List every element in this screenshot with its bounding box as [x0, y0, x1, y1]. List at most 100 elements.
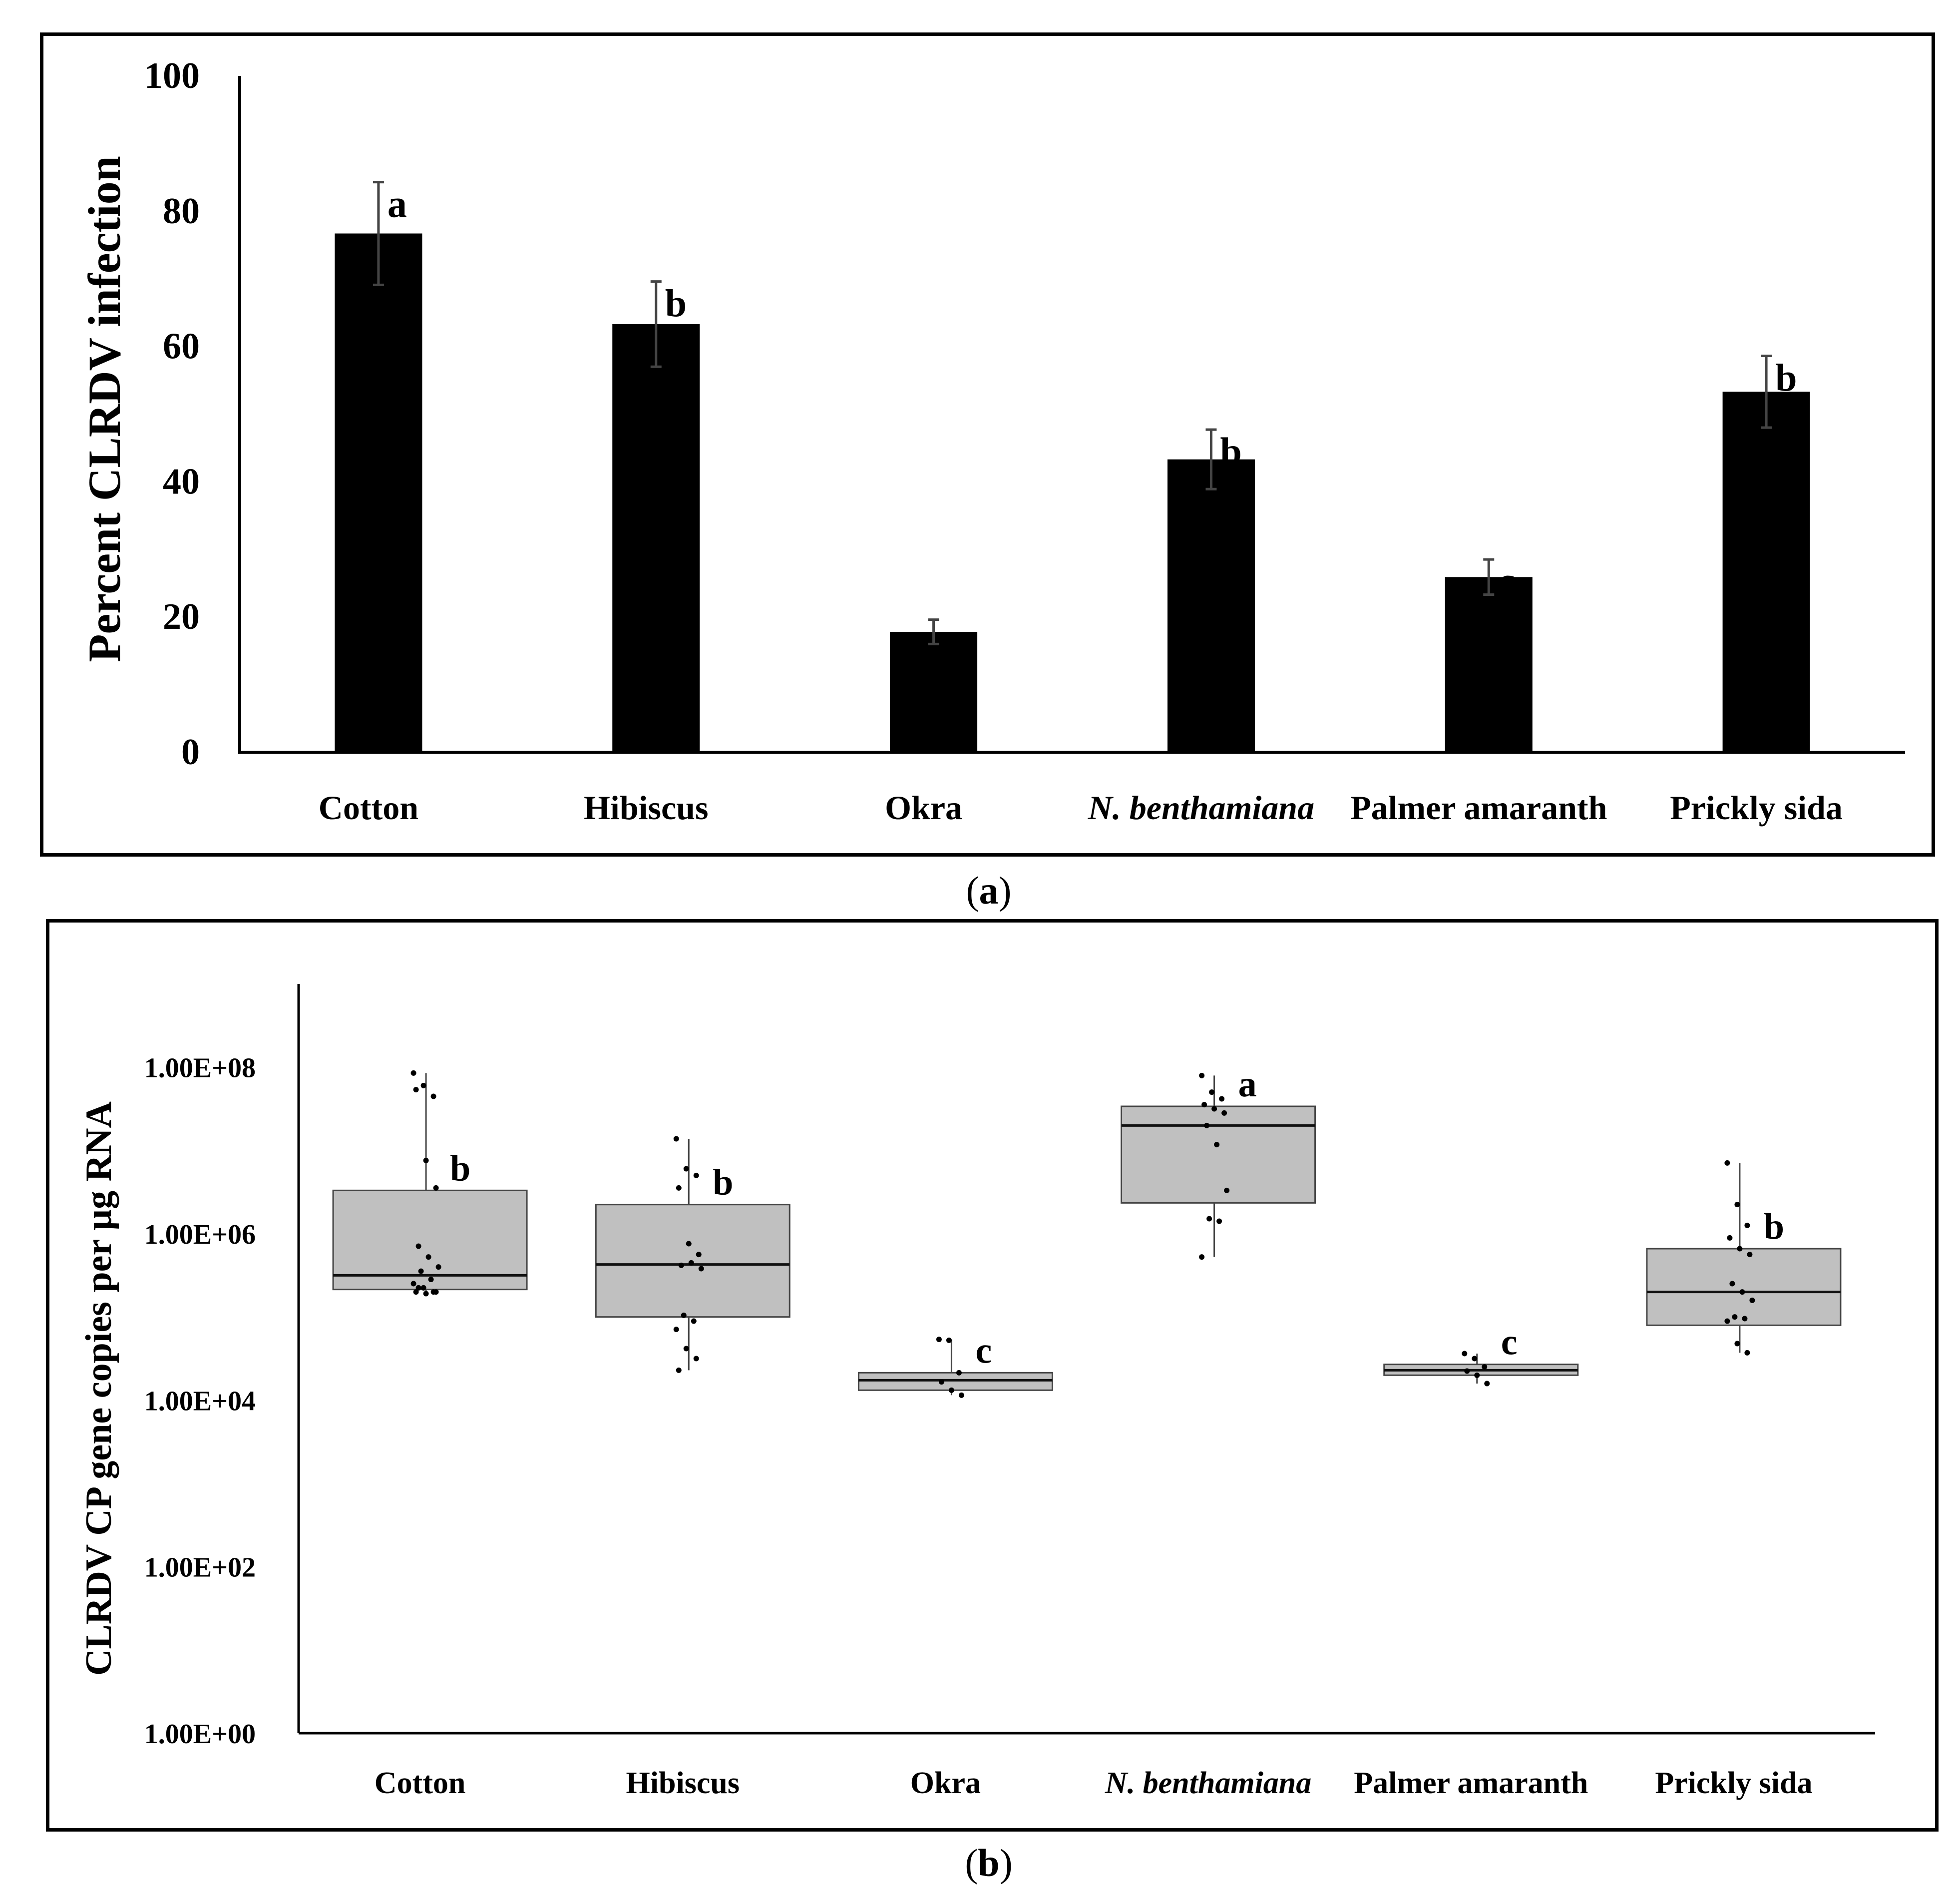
data-point-n-benthamiana	[1201, 1102, 1207, 1108]
chart-b-significance-letters: b b c a c b	[450, 1064, 1784, 1371]
data-point-okra	[946, 1337, 952, 1343]
significance-letter-cotton: b	[450, 1148, 470, 1189]
data-point-hibiscus	[673, 1136, 679, 1142]
data-point-prickly-sida	[1732, 1314, 1738, 1320]
significance-letter-hibiscus: b	[665, 282, 687, 325]
bar-palmer-amaranth	[1445, 577, 1533, 752]
data-point-hibiscus	[688, 1260, 694, 1266]
data-point-cotton	[430, 1093, 436, 1099]
data-point-hibiscus	[681, 1312, 687, 1318]
box-cotton	[332, 1189, 528, 1291]
box-n-benthamiana	[1121, 1105, 1316, 1204]
data-point-cotton	[423, 1291, 429, 1297]
x-tick-label-palmer-amaranth: Palmer amaranth	[1354, 1766, 1588, 1800]
chart-a-axes	[238, 76, 1905, 754]
data-point-n-benthamiana	[1204, 1122, 1210, 1128]
data-point-prickly-sida	[1724, 1318, 1730, 1324]
data-point-hibiscus	[683, 1346, 689, 1352]
significance-letter-n-benthamiana: a	[1238, 1064, 1257, 1105]
data-point-prickly-sida	[1749, 1297, 1755, 1303]
bar-prickly-sida	[1722, 392, 1810, 752]
significance-letter-okra: c	[975, 1330, 992, 1371]
x-tick-label-okra: Okra	[910, 1766, 981, 1800]
chart-b-y-tick-label: 1.00E+08	[144, 1053, 256, 1084]
data-point-palmer-amaranth	[1484, 1381, 1490, 1387]
data-point-hibiscus	[676, 1367, 682, 1373]
data-point-n-benthamiana	[1199, 1072, 1205, 1078]
data-point-cotton	[418, 1268, 424, 1274]
data-point-cotton	[425, 1254, 431, 1260]
data-point-cotton	[433, 1185, 439, 1191]
x-tick-label-prickly-sida: Prickly sida	[1670, 789, 1843, 827]
data-point-n-benthamiana	[1221, 1110, 1227, 1116]
significance-letter-okra: c	[943, 620, 960, 663]
data-point-cotton	[423, 1157, 429, 1163]
data-point-cotton	[413, 1087, 419, 1093]
data-point-palmer-amaranth	[1472, 1356, 1478, 1362]
data-point-n-benthamiana	[1206, 1216, 1212, 1222]
panel-b-caption: (b)	[965, 1841, 1013, 1885]
chart-b-y-tick-label: 1.00E+00	[144, 1719, 256, 1750]
data-point-cotton	[420, 1082, 426, 1088]
chart-a-y-tick-label: 20	[163, 596, 200, 637]
bar-okra	[890, 631, 978, 752]
data-point-prickly-sida	[1747, 1252, 1753, 1258]
chart-b-boxes	[332, 1073, 1842, 1396]
data-point-palmer-amaranth	[1464, 1368, 1470, 1374]
chart-a-error-bars	[373, 181, 1772, 645]
box-prickly-sida	[1646, 1248, 1842, 1326]
data-point-n-benthamiana	[1199, 1254, 1205, 1260]
data-point-cotton	[410, 1070, 416, 1076]
chart-b-y-tick-labels: 1.00E+00 1.00E+02 1.00E+04 1.00E+06 1.00E+08	[144, 1053, 256, 1750]
data-point-hibiscus	[683, 1166, 689, 1172]
data-point-palmer-amaranth	[1462, 1351, 1468, 1357]
significance-letter-prickly-sida: b	[1764, 1206, 1784, 1247]
chart-a-y-tick-labels: 0 20 40 60 80 100	[144, 55, 200, 773]
bar-cotton	[335, 233, 422, 753]
data-point-cotton	[415, 1243, 421, 1249]
chart-a-y-tick-label: 40	[163, 461, 200, 502]
panel-a-caption: (a)	[966, 869, 1012, 912]
x-tick-label-palmer-amaranth: Palmer amaranth	[1350, 789, 1607, 827]
data-point-n-benthamiana	[1224, 1187, 1230, 1193]
bar-chart-percent-infection: a b c b c b 0 20 40 60 80 100 Cotton Hibiscus Okra N.…	[79, 55, 1905, 827]
data-point-n-benthamiana	[1216, 1218, 1222, 1224]
chart-b-y-tick-label: 1.00E+02	[144, 1552, 256, 1583]
chart-a-x-tick-labels: Cotton Hibiscus Okra N. benthamiana Palmer a…	[319, 789, 1843, 827]
x-tick-label-prickly-sida: Prickly sida	[1655, 1766, 1812, 1800]
chart-b-y-tick-label: 1.00E+04	[144, 1386, 256, 1417]
chart-a-y-axis-label: Percent CLRDV infection	[79, 156, 130, 662]
data-point-cotton	[420, 1285, 426, 1291]
data-point-hibiscus	[676, 1185, 682, 1191]
data-point-okra	[948, 1387, 954, 1393]
data-point-prickly-sida	[1727, 1235, 1733, 1241]
x-tick-label-n-benthamiana: N. benthamiana	[1105, 1766, 1311, 1800]
chart-b-y-tick-label: 1.00E+06	[144, 1219, 256, 1250]
data-point-hibiscus	[686, 1241, 692, 1247]
chart-a-y-tick-label: 80	[163, 191, 200, 232]
chart-a-bars	[335, 233, 1810, 753]
significance-letter-n-benthamiana: b	[1220, 430, 1241, 473]
data-point-cotton	[410, 1281, 416, 1287]
data-point-cotton	[428, 1277, 434, 1283]
data-point-hibiscus	[698, 1266, 704, 1272]
data-point-cotton	[413, 1289, 419, 1295]
data-point-prickly-sida	[1734, 1341, 1740, 1347]
significance-letter-hibiscus: b	[713, 1162, 733, 1203]
data-point-palmer-amaranth	[1474, 1372, 1480, 1378]
x-tick-label-n-benthamiana: N. benthamiana	[1088, 789, 1314, 827]
data-point-okra	[956, 1370, 962, 1376]
data-point-prickly-sida	[1734, 1202, 1740, 1208]
data-point-cotton	[415, 1285, 421, 1291]
chart-a-significance-letters: a b c b c b	[388, 182, 1797, 663]
data-point-hibiscus	[673, 1327, 679, 1333]
data-point-cotton	[433, 1289, 439, 1295]
significance-letter-prickly-sida: b	[1775, 356, 1797, 400]
data-point-hibiscus	[691, 1318, 697, 1324]
data-point-prickly-sida	[1729, 1281, 1735, 1287]
data-point-palmer-amaranth	[1482, 1364, 1488, 1370]
data-point-hibiscus	[693, 1356, 699, 1362]
data-point-n-benthamiana	[1214, 1142, 1220, 1148]
x-tick-label-hibiscus: Hibiscus	[584, 789, 708, 827]
